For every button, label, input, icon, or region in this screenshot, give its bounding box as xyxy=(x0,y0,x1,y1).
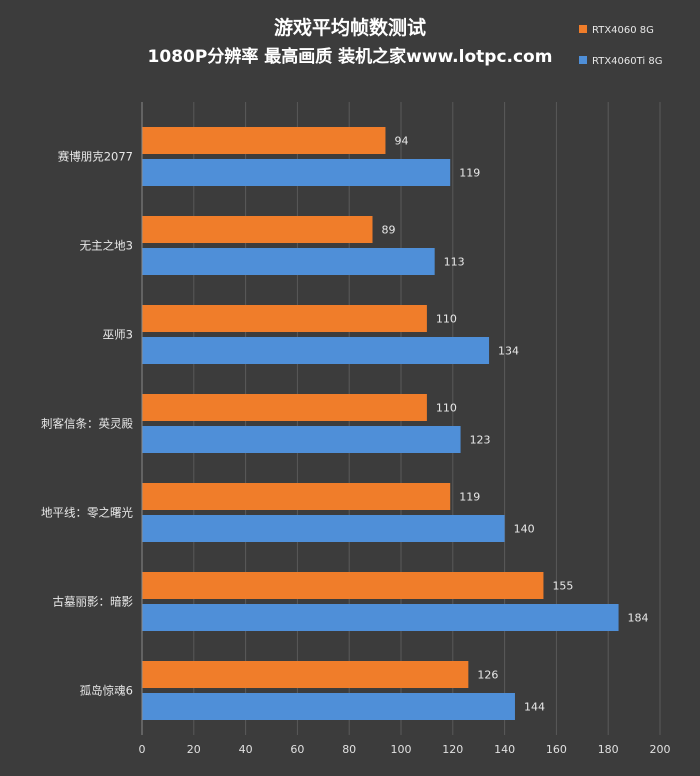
x-tick-label: 80 xyxy=(342,743,356,756)
x-tick-label: 0 xyxy=(139,743,146,756)
bar-series-2 xyxy=(142,515,505,542)
x-tick-label: 20 xyxy=(187,743,201,756)
legend-label-series-1: RTX4060 8G xyxy=(592,25,654,36)
data-label: 110 xyxy=(436,402,457,415)
legend-swatch-series-2 xyxy=(579,56,587,64)
data-label: 123 xyxy=(470,434,491,447)
data-label: 94 xyxy=(394,135,408,148)
x-tick-label: 40 xyxy=(239,743,253,756)
chart-title: 游戏平均帧数测试 xyxy=(274,16,426,39)
bars xyxy=(142,127,619,720)
bar-series-2 xyxy=(142,426,461,453)
category-label: 刺客信条：英灵殿 xyxy=(41,417,133,431)
data-label: 134 xyxy=(498,345,519,358)
data-label: 155 xyxy=(552,580,573,593)
bar-series-1 xyxy=(142,572,544,599)
data-label: 144 xyxy=(524,701,545,714)
legend-label-series-2: RTX4060Ti 8G xyxy=(592,56,663,67)
data-label: 113 xyxy=(444,256,465,269)
bar-series-2 xyxy=(142,248,435,275)
data-label: 184 xyxy=(628,612,649,625)
bar-series-2 xyxy=(142,337,490,364)
x-tick-label: 100 xyxy=(391,743,412,756)
data-label: 119 xyxy=(459,167,480,180)
x-tick-label: 120 xyxy=(442,743,463,756)
bar-series-1 xyxy=(142,394,427,421)
category-label: 孤岛惊魂6 xyxy=(80,684,133,698)
x-tick-label: 160 xyxy=(546,743,567,756)
bar-series-2 xyxy=(142,604,619,631)
category-label: 赛博朋克2077 xyxy=(58,150,133,164)
x-tick-label: 180 xyxy=(598,743,619,756)
data-label: 140 xyxy=(514,523,535,536)
category-label: 地平线：零之曙光 xyxy=(41,506,133,520)
x-tick-label: 140 xyxy=(494,743,515,756)
bar-series-1 xyxy=(142,483,451,510)
bar-series-1 xyxy=(142,661,469,688)
bar-series-2 xyxy=(142,693,515,720)
category-label: 古墓丽影：暗影 xyxy=(53,595,134,609)
data-label: 89 xyxy=(382,224,396,237)
data-label: 126 xyxy=(477,669,498,682)
category-label: 无主之地3 xyxy=(80,239,133,253)
value-labels: 94 119 89 113 110 134 110 123 119 140 155 184 126 144 xyxy=(382,135,649,714)
x-tick-label: 60 xyxy=(290,743,304,756)
category-label: 巫师3 xyxy=(103,328,133,342)
data-label: 119 xyxy=(459,491,480,504)
bar-series-1 xyxy=(142,216,373,243)
legend-swatch-series-1 xyxy=(579,25,587,33)
chart-subtitle: 1080P分辨率 最高画质 装机之家www.lotpc.com xyxy=(148,46,553,67)
x-axis-ticks: 0 20 40 60 80 100 120 140 160 180 200 xyxy=(139,743,671,756)
x-tick-label: 200 xyxy=(650,743,671,756)
bar-series-2 xyxy=(142,159,451,186)
data-label: 110 xyxy=(436,313,457,326)
bar-series-1 xyxy=(142,305,427,332)
category-labels: 赛博朋克2077 无主之地3 巫师3 刺客信条：英灵殿地平线：零之曙光古墓丽影：暗影孤… xyxy=(41,150,133,698)
bar-series-1 xyxy=(142,127,386,154)
legend: RTX4060 8G RTX4060Ti 8G xyxy=(579,25,663,67)
